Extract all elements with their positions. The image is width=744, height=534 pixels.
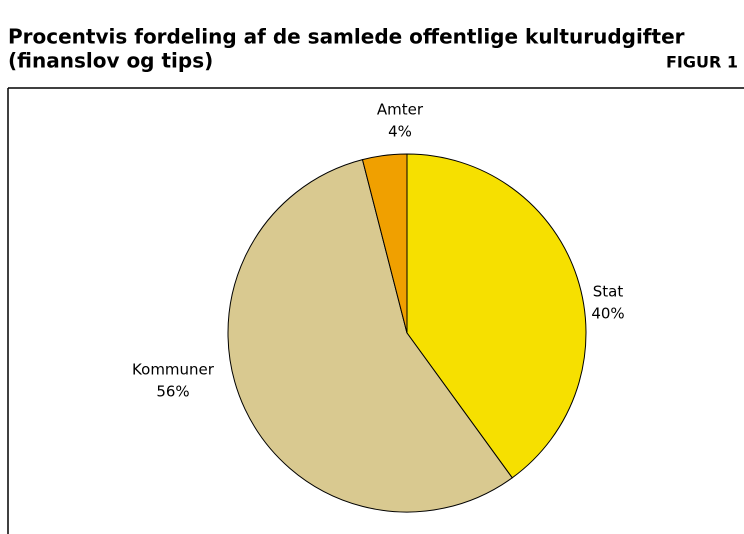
- slice-value-label: 4%: [388, 123, 412, 141]
- slice-label: Amter: [377, 101, 424, 119]
- chart-title: Procentvis fordeling af de samlede offen…: [8, 25, 685, 49]
- figure-label: FIGUR 1: [666, 53, 738, 72]
- slice-value-label: 56%: [156, 383, 189, 401]
- slice-value-label: 40%: [591, 305, 624, 323]
- slice-label: Kommuner: [132, 361, 215, 379]
- pie-slice: [406, 153, 587, 479]
- pie-slice: [227, 159, 513, 513]
- pie-slice: [361, 153, 408, 334]
- slice-label: Stat: [593, 283, 624, 301]
- chart-subtitle: (finanslov og tips): [8, 49, 213, 73]
